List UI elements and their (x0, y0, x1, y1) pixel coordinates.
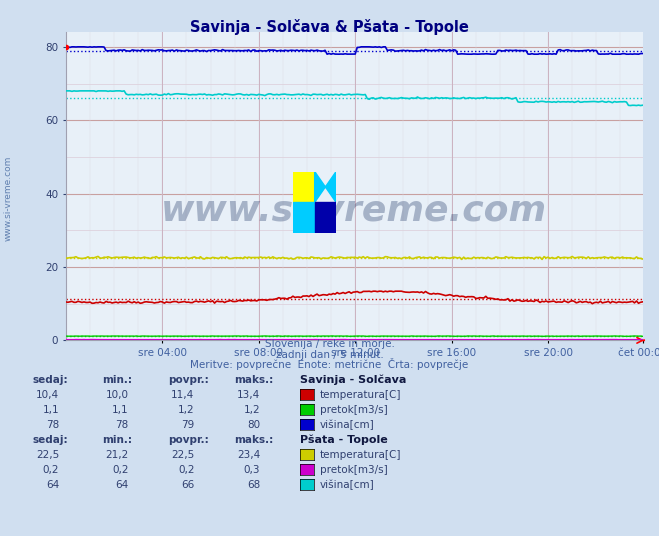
Text: pretok[m3/s]: pretok[m3/s] (320, 405, 387, 415)
Text: temperatura[C]: temperatura[C] (320, 450, 401, 460)
Text: Pšata - Topole: Pšata - Topole (300, 435, 387, 445)
Text: min.:: min.: (102, 375, 132, 385)
Polygon shape (293, 172, 315, 203)
Text: 68: 68 (247, 480, 260, 490)
Text: sedaj:: sedaj: (33, 435, 69, 445)
Text: 78: 78 (46, 420, 59, 430)
Text: Savinja - Solčava: Savinja - Solčava (300, 375, 406, 385)
Text: 78: 78 (115, 420, 129, 430)
Text: 0,2: 0,2 (178, 465, 194, 475)
Text: sedaj:: sedaj: (33, 375, 69, 385)
Text: pretok[m3/s]: pretok[m3/s] (320, 465, 387, 475)
Text: višina[cm]: višina[cm] (320, 480, 374, 490)
Text: povpr.:: povpr.: (168, 375, 209, 385)
Text: Meritve: povprečne  Enote: metrične  Črta: povprečje: Meritve: povprečne Enote: metrične Črta:… (190, 358, 469, 370)
Text: 64: 64 (46, 480, 59, 490)
Text: 66: 66 (181, 480, 194, 490)
Text: maks.:: maks.: (234, 375, 273, 385)
Text: 1,1: 1,1 (43, 405, 59, 415)
Text: 1,2: 1,2 (244, 405, 260, 415)
Text: 10,0: 10,0 (105, 390, 129, 400)
Text: 23,4: 23,4 (237, 450, 260, 460)
Text: 0,2: 0,2 (43, 465, 59, 475)
Polygon shape (293, 203, 315, 233)
Text: www.si-vreme.com: www.si-vreme.com (161, 194, 547, 228)
Text: 0,3: 0,3 (244, 465, 260, 475)
Text: 13,4: 13,4 (237, 390, 260, 400)
Text: višina[cm]: višina[cm] (320, 420, 374, 430)
Text: temperatura[C]: temperatura[C] (320, 390, 401, 400)
Text: 10,4: 10,4 (36, 390, 59, 400)
Text: 11,4: 11,4 (171, 390, 194, 400)
Text: 1,2: 1,2 (178, 405, 194, 415)
Text: maks.:: maks.: (234, 435, 273, 445)
Text: zadnji dan / 5 minut.: zadnji dan / 5 minut. (275, 349, 384, 360)
Text: 64: 64 (115, 480, 129, 490)
Text: Slovenija / reke in morje.: Slovenija / reke in morje. (264, 339, 395, 349)
Text: 79: 79 (181, 420, 194, 430)
Text: 21,2: 21,2 (105, 450, 129, 460)
Polygon shape (315, 203, 336, 233)
Text: povpr.:: povpr.: (168, 435, 209, 445)
Text: www.si-vreme.com: www.si-vreme.com (4, 155, 13, 241)
Polygon shape (315, 172, 336, 203)
Text: 22,5: 22,5 (171, 450, 194, 460)
Text: 0,2: 0,2 (112, 465, 129, 475)
Text: 22,5: 22,5 (36, 450, 59, 460)
Text: 80: 80 (247, 420, 260, 430)
Text: Savinja - Solčava & Pšata - Topole: Savinja - Solčava & Pšata - Topole (190, 19, 469, 35)
Text: 1,1: 1,1 (112, 405, 129, 415)
Text: min.:: min.: (102, 435, 132, 445)
